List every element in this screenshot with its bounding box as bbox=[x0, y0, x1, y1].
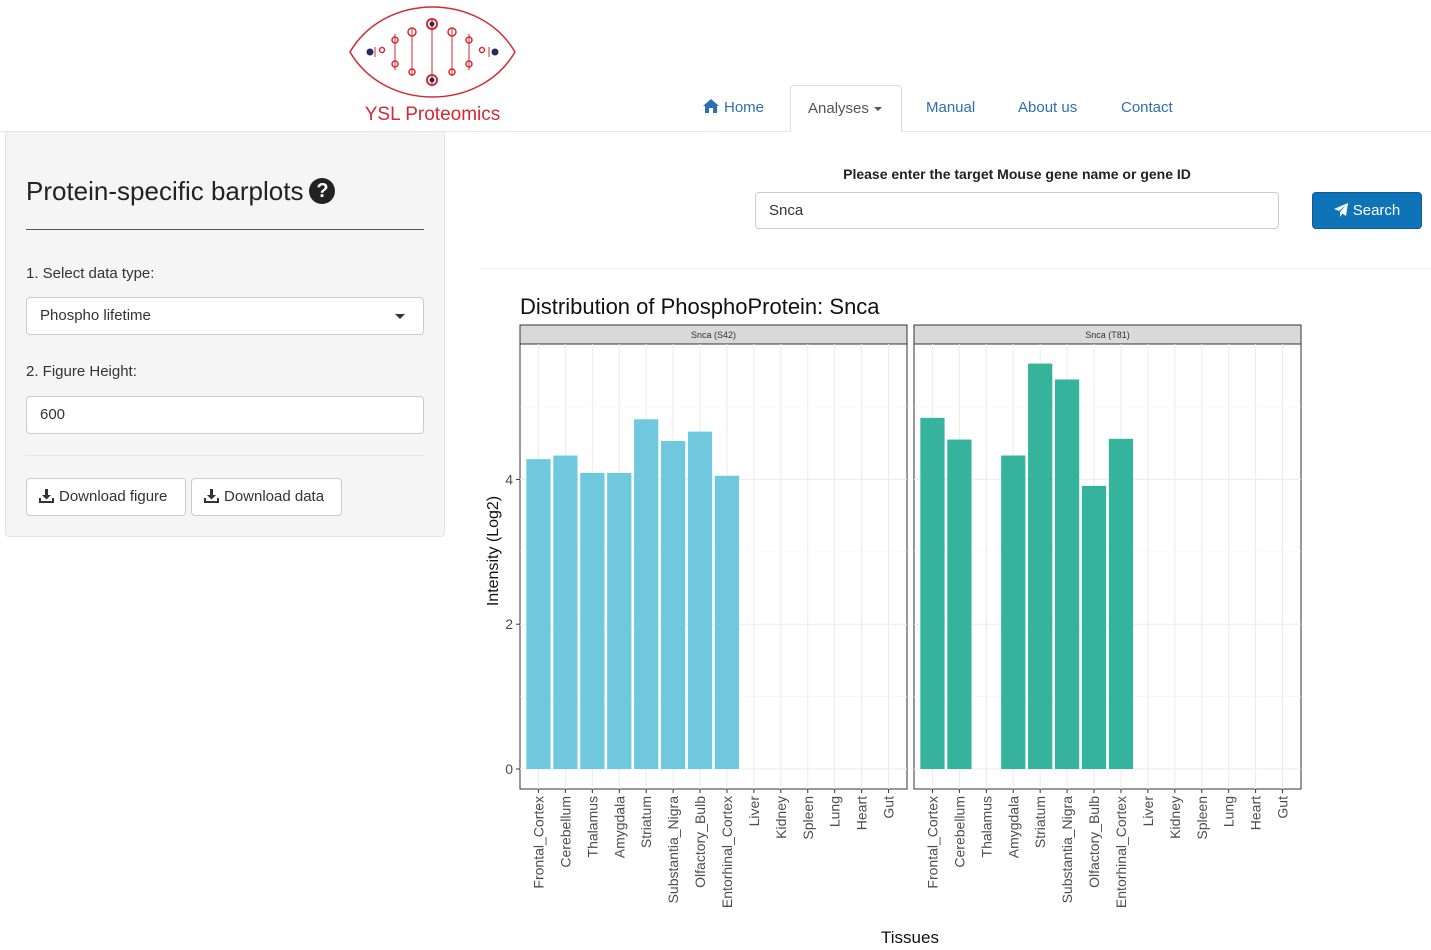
bar bbox=[1054, 379, 1080, 769]
download-figure-button[interactable]: Download figure bbox=[26, 478, 186, 516]
x-axis-label: Tissues bbox=[881, 928, 939, 947]
facet-panel bbox=[519, 343, 908, 790]
divider bbox=[26, 455, 424, 456]
dna-helix-icon[interactable] bbox=[345, 2, 520, 127]
data-type-select[interactable]: Phospho lifetime bbox=[26, 297, 424, 335]
chevron-down-icon bbox=[395, 314, 405, 319]
x-tick-label: Frontal_Cortex bbox=[530, 796, 546, 889]
divider bbox=[479, 268, 1431, 269]
x-tick-label: Liver bbox=[1140, 796, 1156, 827]
nav-manual[interactable]: Manual bbox=[909, 85, 992, 131]
x-tick-label: Gut bbox=[881, 796, 897, 819]
download-data-button[interactable]: Download data bbox=[191, 478, 342, 516]
x-tick-label: Spleen bbox=[1194, 796, 1210, 840]
bar bbox=[526, 459, 551, 769]
nav-home[interactable]: Home bbox=[685, 85, 781, 131]
x-tick-label: Amygdala bbox=[611, 796, 627, 858]
bar bbox=[634, 419, 659, 769]
search-label: Please enter the target Mouse gene name … bbox=[843, 166, 1191, 182]
figure-height-label: 2. Figure Height: bbox=[26, 363, 137, 380]
facet-panel bbox=[913, 343, 1302, 790]
nav-contact[interactable]: Contact bbox=[1104, 85, 1190, 131]
download-icon bbox=[39, 489, 54, 503]
bar bbox=[553, 455, 578, 769]
y-tick-label: 2 bbox=[505, 616, 513, 632]
bar bbox=[607, 472, 632, 769]
x-tick-label: Kidney bbox=[773, 796, 789, 839]
search-button-label: Search bbox=[1352, 202, 1401, 219]
navbar: YSL Proteomics Home Analyses Manual Abou… bbox=[0, 0, 1431, 132]
y-axis-label: Intensity (Log2) bbox=[485, 496, 502, 606]
x-tick-label: Striatum bbox=[1032, 796, 1048, 848]
x-tick-label: Thalamus bbox=[978, 796, 994, 857]
sidebar-title-text: Protein-specific barplots bbox=[26, 176, 304, 206]
x-tick-label: Entorhinal_Cortex bbox=[1113, 796, 1129, 908]
bar bbox=[1081, 485, 1107, 769]
data-type-value: Phospho lifetime bbox=[40, 307, 151, 324]
bar bbox=[1001, 455, 1026, 769]
download-icon bbox=[204, 489, 219, 503]
x-tick-label: Cerebellum bbox=[557, 796, 573, 868]
search-button[interactable]: Search bbox=[1312, 192, 1422, 229]
x-tick-label: Thalamus bbox=[584, 796, 600, 857]
figure-height-input[interactable]: 600 bbox=[26, 396, 424, 434]
bar bbox=[687, 431, 713, 769]
y-tick-label: 0 bbox=[505, 761, 513, 777]
x-tick-label: Lung bbox=[1221, 796, 1237, 827]
facet-label: Snca (T81) bbox=[1085, 330, 1130, 340]
bar bbox=[580, 472, 605, 769]
x-tick-label: Amygdala bbox=[1005, 796, 1021, 858]
bar bbox=[1028, 363, 1053, 769]
bar bbox=[660, 441, 686, 769]
gene-search-input[interactable]: Snca bbox=[755, 192, 1279, 229]
x-tick-label: Heart bbox=[854, 796, 870, 830]
nav-manual-label: Manual bbox=[926, 99, 976, 116]
x-tick-label: Liver bbox=[746, 796, 762, 827]
bar bbox=[920, 417, 945, 769]
x-tick-label: Cerebellum bbox=[951, 796, 967, 868]
nav-analyses-label: Analyses bbox=[808, 100, 869, 117]
x-tick-label: Olfactory_Bulb bbox=[1086, 796, 1102, 888]
x-tick-label: Gut bbox=[1275, 796, 1291, 819]
home-icon bbox=[703, 99, 719, 113]
x-tick-label: Substantia_Nigra bbox=[665, 796, 681, 904]
download-figure-label: Download figure bbox=[59, 488, 168, 505]
paper-plane-icon bbox=[1333, 203, 1348, 217]
download-data-label: Download data bbox=[224, 488, 325, 505]
nav-about-label: About us bbox=[1018, 99, 1078, 116]
bar bbox=[1108, 438, 1134, 769]
x-tick-label: Heart bbox=[1248, 796, 1264, 830]
divider bbox=[26, 229, 424, 230]
barplot-chart: Distribution of PhosphoProtein: Snca Int… bbox=[485, 294, 1302, 947]
x-tick-label: Entorhinal_Cortex bbox=[719, 796, 735, 908]
sidebar-panel: Protein-specific barplots? 1. Select dat… bbox=[5, 131, 445, 537]
help-icon[interactable]: ? bbox=[309, 178, 336, 204]
data-type-label: 1. Select data type: bbox=[26, 265, 155, 282]
bar bbox=[714, 475, 740, 769]
chart-title: Distribution of PhosphoProtein: Snca bbox=[520, 294, 880, 319]
bar bbox=[947, 439, 972, 769]
x-tick-label: Striatum bbox=[638, 796, 654, 848]
nav-home-label: Home bbox=[724, 99, 765, 116]
x-tick-label: Lung bbox=[827, 796, 843, 827]
facet-label: Snca (S42) bbox=[691, 330, 736, 340]
brand-name[interactable]: YSL Proteomics bbox=[364, 104, 501, 125]
x-tick-label: Frontal_Cortex bbox=[924, 796, 940, 889]
nav-contact-label: Contact bbox=[1121, 99, 1173, 116]
nav-about[interactable]: About us bbox=[1001, 85, 1094, 131]
x-tick-label: Substantia_Nigra bbox=[1059, 796, 1075, 904]
nav-analyses[interactable]: Analyses bbox=[790, 85, 902, 132]
x-tick-label: Kidney bbox=[1167, 796, 1183, 839]
caret-down-icon bbox=[873, 107, 882, 112]
sidebar-title: Protein-specific barplots? bbox=[26, 176, 336, 207]
x-tick-label: Spleen bbox=[800, 796, 816, 840]
x-tick-label: Olfactory_Bulb bbox=[692, 796, 708, 888]
y-tick-label: 4 bbox=[505, 471, 513, 487]
